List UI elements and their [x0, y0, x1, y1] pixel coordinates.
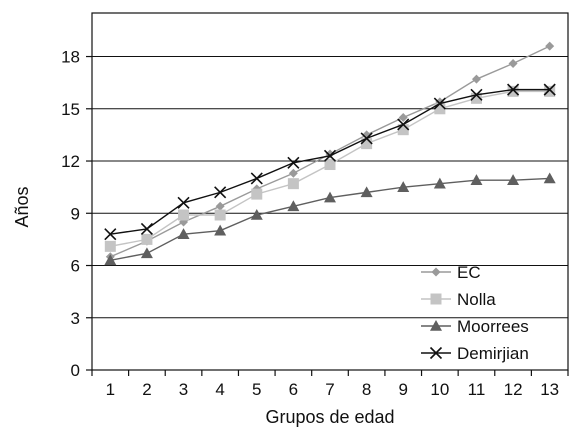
data-point-nolla [178, 209, 190, 221]
data-point-nolla [470, 92, 482, 104]
data-point-nolla [287, 178, 299, 190]
legend-item-moorrees: Moorrees [421, 317, 529, 336]
data-point-demirjian [140, 222, 153, 236]
data-point-demirjian [360, 132, 373, 145]
series-ec [105, 41, 555, 262]
x-tick-label: 11 [468, 380, 486, 399]
data-point-demirjian [104, 228, 117, 241]
data-point-nolla [544, 85, 556, 97]
data-point-nolla [104, 240, 116, 252]
legend-marker [429, 346, 443, 360]
legend: EC Nolla Moorrees Demirjian [421, 263, 529, 363]
legend-label: Moorrees [457, 317, 529, 336]
data-point-moorrees [397, 181, 410, 192]
data-point-nolla [214, 209, 226, 221]
x-tick-label: 2 [142, 380, 151, 399]
data-point-moorrees [104, 254, 117, 266]
data-point-ec [545, 41, 555, 51]
data-point-moorrees [250, 209, 263, 220]
data-point-ec [288, 168, 298, 178]
y-tick-label: 0 [71, 361, 80, 380]
data-point-nolla [324, 159, 336, 171]
data-point-demirjian [287, 156, 300, 169]
x-tick-label: 12 [504, 380, 523, 399]
x-tick-label: 8 [362, 380, 371, 399]
series [104, 41, 556, 266]
data-point-moorrees [360, 186, 373, 198]
data-point-demirjian [323, 149, 337, 162]
x-tick-label: 3 [179, 380, 188, 399]
x-tick-label: 4 [215, 380, 224, 399]
data-point-moorrees [433, 177, 446, 189]
x-tick-label: 6 [289, 380, 298, 399]
legend-label: EC [457, 263, 481, 282]
data-point-demirjian [543, 83, 556, 96]
x-tick-label: 5 [252, 380, 261, 399]
data-point-moorrees [177, 228, 190, 239]
plot-area [91, 12, 569, 371]
legend-item-demirjian: Demirjian [421, 344, 529, 363]
data-point-nolla [434, 103, 446, 115]
data-point-moorrees [470, 174, 483, 185]
y-tick-label: 6 [71, 257, 80, 276]
series-nolla [104, 85, 556, 252]
data-point-ec [215, 201, 225, 211]
data-point-demirjian [470, 88, 483, 101]
data-point-nolla [361, 138, 373, 150]
legend-marker [430, 320, 442, 331]
legend-item-nolla: Nolla [421, 290, 496, 309]
data-point-moorrees [324, 191, 336, 203]
data-point-demirjian [397, 118, 410, 131]
x-tick-label: 10 [430, 380, 449, 399]
data-point-moorrees [140, 247, 153, 259]
data-point-demirjian [214, 186, 227, 199]
data-point-moorrees [507, 174, 520, 185]
data-point-ec [471, 74, 481, 84]
x-tick-label: 13 [540, 380, 559, 399]
data-point-nolla [251, 188, 263, 200]
legend-label: Demirjian [457, 344, 529, 363]
data-point-nolla [507, 85, 519, 97]
y-axis-title: Años [12, 186, 32, 227]
y-tick-label: 3 [71, 309, 80, 328]
data-point-moorrees [287, 200, 300, 212]
data-point-nolla [397, 124, 409, 136]
y-tick-label: 15 [61, 100, 80, 119]
legend-item-ec: EC [421, 263, 481, 282]
x-tick-label: 7 [325, 380, 334, 399]
x-tick-label: 9 [398, 380, 407, 399]
y-tick-label: 18 [61, 48, 80, 67]
data-point-ec [398, 112, 408, 122]
data-point-ec [508, 59, 518, 69]
data-point-demirjian [250, 172, 263, 185]
legend-marker [431, 267, 441, 277]
y-tick-label: 12 [61, 152, 80, 171]
series-moorrees [104, 172, 556, 266]
gridlines [92, 56, 568, 319]
y-tick-label: 9 [71, 204, 80, 223]
data-point-demirjian [507, 83, 520, 96]
data-point-demirjian [177, 196, 190, 209]
data-point-moorrees [214, 224, 227, 236]
x-tick-label: 1 [106, 380, 115, 399]
series-demirjian [104, 83, 556, 241]
data-point-nolla [141, 233, 153, 245]
legend-marker [430, 293, 442, 305]
x-axis-title: Grupos de edad [265, 407, 394, 427]
data-point-demirjian [433, 97, 446, 110]
legend-label: Nolla [457, 290, 496, 309]
data-point-moorrees [543, 172, 556, 184]
